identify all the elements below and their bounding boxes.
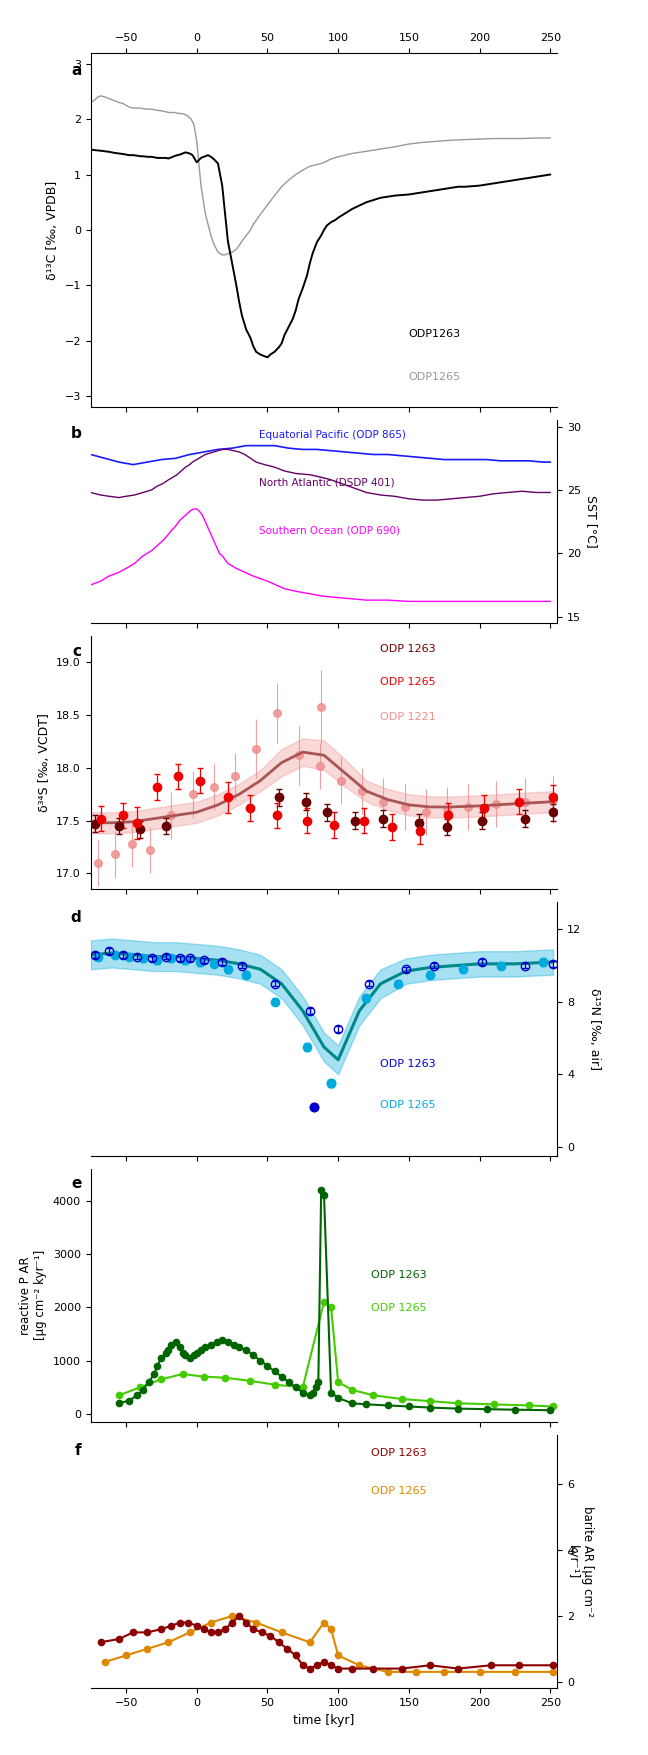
Text: ODP 1263: ODP 1263 — [380, 644, 435, 653]
Text: ODP 1263: ODP 1263 — [371, 1271, 426, 1279]
Text: Equatorial Pacific (ODP 865): Equatorial Pacific (ODP 865) — [259, 430, 406, 441]
Text: d: d — [71, 909, 82, 925]
Y-axis label: δ³⁴S [‰, VCDT]: δ³⁴S [‰, VCDT] — [38, 713, 51, 813]
Text: ODP 1265: ODP 1265 — [371, 1486, 426, 1495]
Y-axis label: reactive P AR
[μg cm⁻² kyr⁻¹]: reactive P AR [μg cm⁻² kyr⁻¹] — [19, 1250, 47, 1341]
Text: ODP1263: ODP1263 — [408, 330, 460, 339]
Text: c: c — [73, 644, 82, 658]
Text: e: e — [71, 1176, 82, 1192]
Text: ODP 1265: ODP 1265 — [371, 1302, 426, 1313]
Text: ODP 1263: ODP 1263 — [380, 1060, 435, 1069]
Y-axis label: SST [°C]: SST [°C] — [584, 495, 598, 548]
Y-axis label: δ¹⁵N [‰, air]: δ¹⁵N [‰, air] — [588, 988, 601, 1071]
Text: a: a — [71, 63, 82, 79]
Text: b: b — [71, 426, 82, 441]
Text: f: f — [75, 1443, 82, 1458]
Y-axis label: barite AR [μg cm⁻²
kyr⁻¹]: barite AR [μg cm⁻² kyr⁻¹] — [566, 1506, 594, 1616]
Text: ODP 1221: ODP 1221 — [380, 713, 435, 721]
X-axis label: time [kyr]: time [kyr] — [294, 1713, 354, 1727]
Text: North Atlantic (DSDP 401): North Atlantic (DSDP 401) — [259, 477, 394, 488]
Text: Southern Ocean (ODP 690): Southern Ocean (ODP 690) — [259, 526, 400, 535]
Text: ODP 1263: ODP 1263 — [371, 1448, 426, 1458]
Text: ODP1265: ODP1265 — [408, 372, 460, 383]
Y-axis label: δ¹³C [‰, VPDB]: δ¹³C [‰, VPDB] — [46, 181, 59, 279]
Text: ODP 1265: ODP 1265 — [380, 1100, 435, 1109]
Text: ODP 1265: ODP 1265 — [380, 676, 435, 686]
